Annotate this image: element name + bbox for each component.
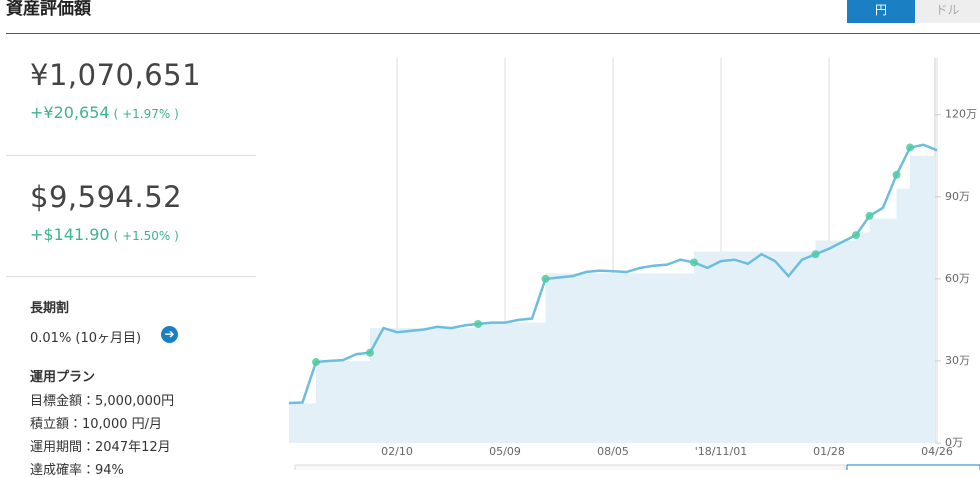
x-tick-label: 05/09 — [489, 445, 521, 458]
x-tick-label: 04/26 — [921, 445, 953, 458]
jpy-change-amount: +¥20,654 — [30, 103, 110, 122]
x-tick-label: 08/05 — [597, 445, 629, 458]
jpy-change: +¥20,654( +1.97% ) — [30, 103, 179, 122]
y-tick-label: 30万 — [945, 354, 970, 367]
plan-title: 運用プラン — [30, 370, 96, 385]
page-title: 資産評価額 — [6, 0, 91, 19]
usd-change-pct: ( +1.50% ) — [113, 229, 179, 243]
deposit-marker — [366, 348, 374, 357]
plan-item: 運用期間：2047年12月 — [30, 440, 171, 455]
deposit-marker — [312, 358, 320, 367]
plan-item: 積立額：10,000 円/月 — [30, 417, 162, 432]
divider — [6, 276, 256, 277]
yen-toggle[interactable]: 円 — [847, 0, 915, 23]
divider — [6, 155, 256, 156]
header-rule — [6, 33, 980, 34]
deposit-marker — [865, 211, 874, 220]
x-tick-label: 01/28 — [813, 445, 845, 458]
jpy-change-pct: ( +1.97% ) — [113, 107, 179, 121]
deposit-marker — [906, 143, 914, 152]
discount-text: 0.01% (10ヶ月目) — [30, 331, 142, 346]
deposit-marker — [474, 319, 482, 328]
bottom-tab — [294, 464, 846, 470]
dollar-toggle[interactable]: ドル — [915, 0, 980, 23]
usd-change: +$141.90( +1.50% ) — [30, 225, 179, 244]
deposit-marker — [541, 274, 550, 283]
y-tick-label: 120万 — [945, 108, 977, 121]
y-tick-label: 60万 — [945, 272, 970, 285]
invested-area — [289, 155, 937, 443]
x-tick-label: '18/11/01 — [695, 445, 747, 458]
deposit-marker — [690, 258, 698, 267]
discount-title: 長期割 — [30, 301, 70, 316]
jpy-value: ¥1,070,651 — [30, 58, 202, 92]
deposit-marker — [811, 250, 820, 259]
usd-value: $9,594.52 — [30, 180, 183, 214]
deposit-marker — [852, 231, 860, 240]
y-tick-label: 0万 — [945, 436, 963, 449]
y-tick-label: 90万 — [945, 190, 970, 203]
asset-line — [288, 143, 938, 405]
plan-item: 目標金額：5,000,000円 — [30, 394, 175, 409]
bottom-tab — [846, 464, 980, 470]
usd-change-amount: +$141.90 — [30, 225, 110, 244]
discount-link[interactable]: ➔ — [161, 326, 178, 343]
x-tick-label: 02/10 — [381, 445, 413, 458]
deposit-marker — [892, 170, 901, 179]
